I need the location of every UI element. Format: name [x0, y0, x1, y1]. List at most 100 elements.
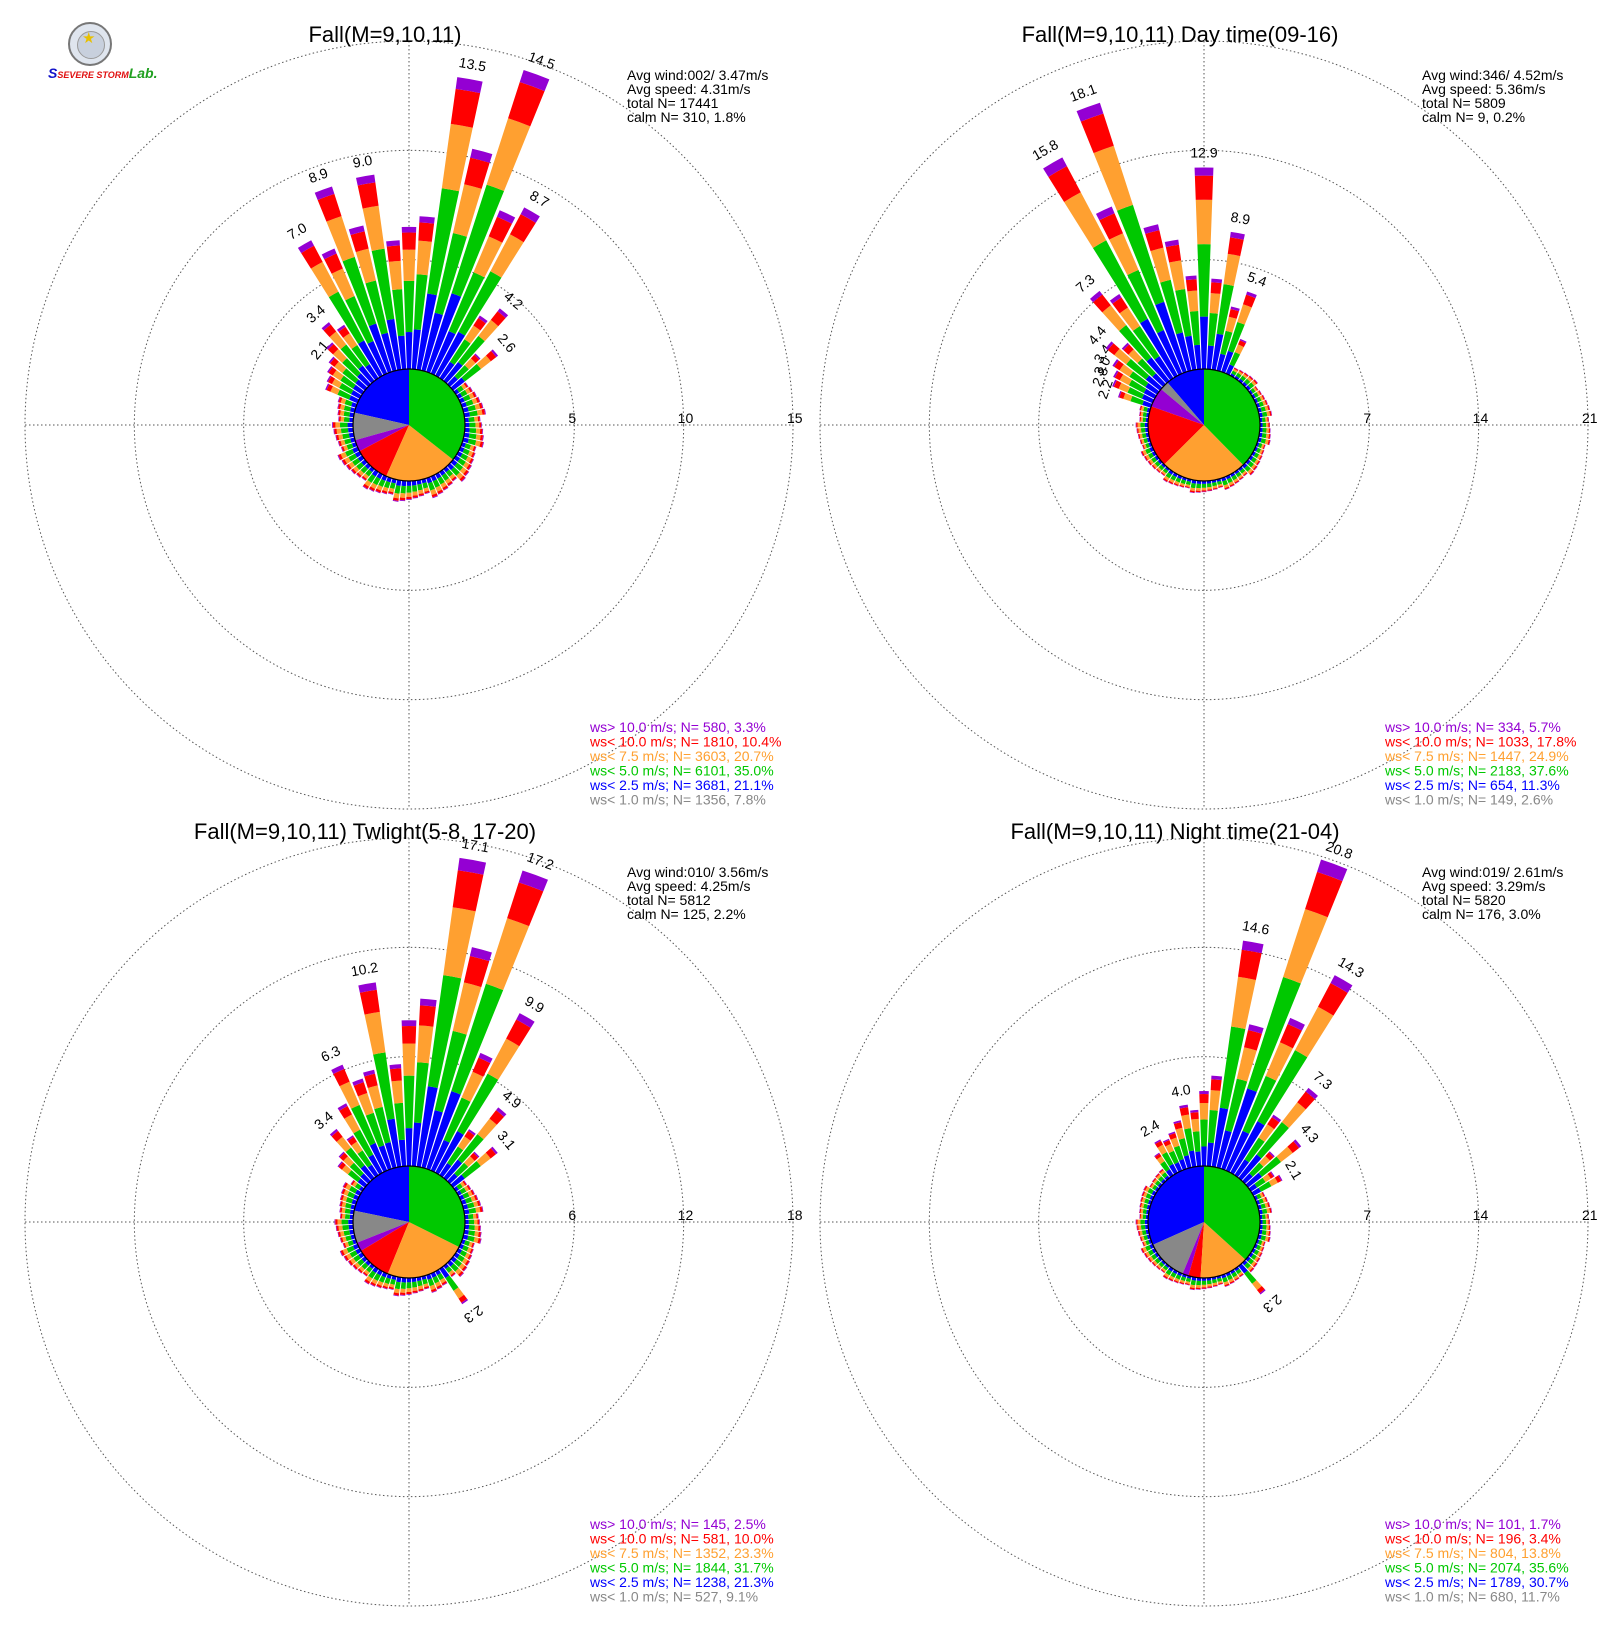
direction-petal [443, 487, 449, 491]
direction-petal [1142, 444, 1144, 450]
direction-petal [382, 1285, 388, 1289]
direction-petal [509, 214, 536, 243]
direction-petal [1092, 240, 1148, 324]
direction-petal [450, 377, 465, 391]
direction-petal [1160, 1269, 1165, 1274]
direction-petal [424, 490, 430, 494]
direction-petal [1157, 467, 1162, 472]
direction-petal [1224, 1284, 1230, 1288]
direction-petal [1297, 1091, 1315, 1110]
direction-petal [1152, 463, 1158, 469]
direction-petal [1143, 388, 1157, 399]
direction-petal [1155, 301, 1187, 374]
direction-petal [479, 441, 484, 448]
direction-petal [351, 344, 370, 368]
direction-petal [414, 1062, 429, 1124]
direction-petal [1257, 461, 1261, 466]
petal-value-label: 2.8 [1089, 364, 1112, 389]
ring-label: 15 [787, 410, 803, 426]
direction-petal [473, 1151, 480, 1158]
direction-petal [375, 488, 382, 493]
direction-petal [374, 1106, 391, 1144]
direction-petal [337, 1103, 348, 1111]
direction-petal [1137, 1225, 1139, 1231]
direction-petal [1195, 1288, 1201, 1290]
direction-petal [1262, 400, 1267, 406]
direction-petal [1260, 1235, 1267, 1241]
petal-value-label: 4.0 [1170, 1081, 1192, 1100]
direction-petal [471, 1242, 475, 1248]
direction-petal [481, 408, 486, 415]
grid-ring [928, 149, 1480, 701]
direction-petal [1209, 293, 1221, 314]
direction-petal [457, 1134, 484, 1164]
direction-petal [1258, 1198, 1264, 1204]
direction-petal [466, 1261, 471, 1266]
direction-petal [342, 368, 359, 384]
direction-petal [1168, 481, 1173, 485]
direction-petal [1143, 1185, 1148, 1191]
direction-petal [402, 1043, 416, 1076]
direction-petal [448, 1269, 455, 1276]
direction-petal [1119, 307, 1140, 331]
direction-petal [1234, 480, 1240, 484]
direction-petal [1181, 1273, 1187, 1278]
direction-petal [365, 469, 373, 477]
direction-petal [1149, 1182, 1154, 1188]
direction-petal [463, 1266, 468, 1272]
direction-petal [1242, 294, 1256, 308]
wind-rose-panel: 7 14 212.44.014.620.814.37.34.32.12.3Fall(… [819, 819, 1598, 1607]
direction-petal [1246, 376, 1253, 383]
direction-petal [1145, 454, 1151, 461]
direction-petal [388, 487, 395, 493]
direction-petal [1256, 1193, 1262, 1200]
direction-petal [1258, 401, 1264, 407]
direction-petal [1225, 1078, 1248, 1132]
direction-petal [1243, 472, 1248, 477]
direction-petal [417, 1285, 424, 1290]
direction-petal [1279, 1024, 1302, 1049]
direction-petal [317, 193, 342, 222]
petal-value-label: 2.3 [461, 1302, 486, 1326]
direction-petal [456, 472, 464, 480]
direction-petal [1247, 461, 1255, 468]
direction-petal [1154, 1152, 1160, 1158]
direction-petal [1151, 1261, 1157, 1267]
direction-petal [366, 1266, 373, 1273]
direction-petal [1212, 1285, 1218, 1287]
direction-petal [1141, 450, 1145, 457]
direction-petal [437, 476, 445, 485]
direction-petal [1179, 1104, 1189, 1109]
direction-petal [1156, 1156, 1165, 1165]
direction-petal [1169, 260, 1186, 291]
direction-petal [349, 407, 356, 413]
petal-value-label: 3.4 [303, 301, 328, 326]
direction-petal [335, 1219, 338, 1225]
direction-petal [1170, 1271, 1177, 1278]
direction-petal [365, 1275, 373, 1283]
direction-petal [1269, 434, 1271, 440]
direction-petal [1249, 1267, 1254, 1272]
direction-petal [478, 1052, 493, 1064]
direction-petal [342, 1182, 347, 1188]
center-pie-slice [1151, 389, 1204, 425]
direction-petal [427, 481, 435, 491]
direction-petal [1154, 461, 1161, 467]
direction-petal [351, 1104, 376, 1146]
direction-petal [1227, 321, 1245, 353]
panel-title: Fall(M=9,10,11) Day time(09-16) [1022, 22, 1339, 47]
direction-petal [1138, 428, 1142, 434]
direction-petal [1287, 1017, 1305, 1031]
direction-petal [468, 465, 472, 471]
direction-petal [349, 1229, 355, 1235]
direction-petal [1143, 406, 1148, 412]
direction-petal [1259, 455, 1263, 461]
direction-petal [1099, 213, 1123, 240]
direction-petal [350, 231, 369, 253]
direction-petal [406, 1277, 412, 1283]
direction-petal [343, 1156, 354, 1167]
direction-petal [1234, 367, 1239, 371]
direction-petal [1228, 309, 1239, 319]
direction-petal [1253, 452, 1260, 459]
direction-petal [1190, 487, 1196, 492]
